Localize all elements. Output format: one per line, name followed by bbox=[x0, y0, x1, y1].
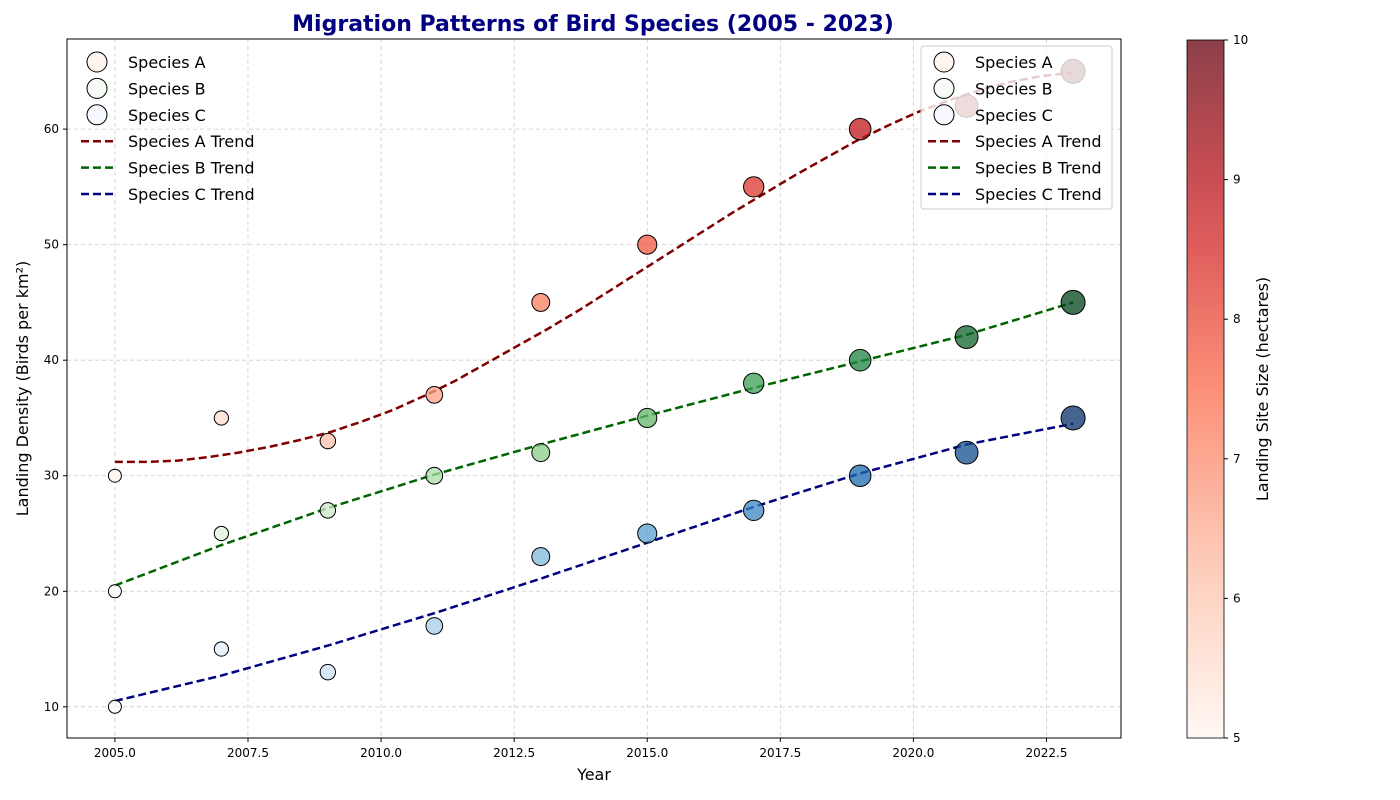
x-tick-label: 2022.5 bbox=[1025, 746, 1067, 760]
colorbar-gradient bbox=[1186, 39, 1225, 739]
x-tick-label: 2015.0 bbox=[626, 746, 668, 760]
y-tick-label: 10 bbox=[44, 700, 59, 714]
y-tick-label: 60 bbox=[44, 122, 59, 136]
data-point-species-b bbox=[1060, 289, 1086, 315]
colorbar: 5 6 7 8 9 10 Landing Site Size (hectares) bbox=[1186, 33, 1272, 745]
trend-lines bbox=[114, 71, 1074, 703]
legend-marker bbox=[933, 77, 955, 99]
colorbar-tick-label: 7 bbox=[1233, 452, 1241, 466]
trend-line-species-c bbox=[114, 422, 1074, 703]
y-axis-label: Landing Density (Birds per km²) bbox=[13, 261, 32, 516]
legend-label: Species A Trend bbox=[975, 132, 1101, 151]
y-axis-ticks: 10 20 30 40 50 60 bbox=[44, 122, 67, 714]
legend-label: Species A bbox=[128, 53, 206, 72]
data-point-species-c bbox=[531, 547, 551, 567]
colorbar-tick-label: 9 bbox=[1233, 173, 1241, 187]
y-tick-label: 40 bbox=[44, 353, 59, 367]
legend-label: Species B bbox=[975, 79, 1053, 98]
data-point-species-a bbox=[425, 386, 444, 404]
x-tick-label: 2020.0 bbox=[892, 746, 934, 760]
legend-marker bbox=[86, 77, 108, 99]
data-point-species-a bbox=[848, 117, 872, 141]
x-tick-label: 2005.0 bbox=[94, 746, 136, 760]
data-point-species-a bbox=[637, 234, 658, 255]
data-point-species-b bbox=[531, 443, 551, 463]
x-axis-label: Year bbox=[576, 765, 611, 784]
x-axis-ticks: 2005.0 2007.5 2010.0 2012.5 2015.0 2017.5 2020… bbox=[94, 738, 1067, 760]
data-point-species-a bbox=[319, 432, 337, 450]
y-tick-label: 50 bbox=[44, 238, 59, 252]
data-point-species-c bbox=[213, 641, 229, 657]
data-point-species-b bbox=[319, 502, 337, 519]
colorbar-tick-label: 10 bbox=[1233, 33, 1248, 47]
colorbar-tick-label: 8 bbox=[1233, 312, 1241, 326]
data-point-species-a bbox=[531, 292, 551, 312]
legend-label: Species C Trend bbox=[975, 185, 1102, 204]
legend-marker bbox=[933, 51, 955, 73]
legend-label: Species C bbox=[975, 106, 1053, 125]
legend-label: Species A Trend bbox=[128, 132, 254, 151]
data-point-species-c bbox=[425, 617, 444, 635]
data-point-species-c bbox=[319, 663, 337, 681]
colorbar-tick-label: 5 bbox=[1233, 731, 1241, 745]
legend-label: Species A bbox=[975, 53, 1053, 72]
chart-title: Migration Patterns of Bird Species (2005… bbox=[292, 12, 894, 37]
x-tick-label: 2007.5 bbox=[227, 746, 269, 760]
y-tick-label: 30 bbox=[44, 469, 59, 483]
legend-top-left: Species A Species B Species C Species A Tre… bbox=[81, 51, 255, 204]
data-point-species-b bbox=[425, 466, 444, 485]
x-tick-label: 2012.5 bbox=[493, 746, 535, 760]
legend-label: Species C bbox=[128, 106, 206, 125]
legend-label: Species B bbox=[128, 79, 206, 98]
data-point-species-c bbox=[637, 523, 658, 544]
data-point-species-b bbox=[848, 348, 872, 372]
x-tick-label: 2010.0 bbox=[360, 746, 402, 760]
data-point-species-c bbox=[848, 464, 872, 488]
data-point-species-a bbox=[107, 468, 122, 483]
data-point-species-c bbox=[743, 499, 765, 522]
legend-marker bbox=[86, 51, 108, 73]
data-point-species-b bbox=[954, 325, 979, 349]
trend-line-species-b bbox=[114, 301, 1074, 587]
colorbar-tick-label: 6 bbox=[1233, 591, 1241, 605]
legend-marker bbox=[933, 104, 955, 126]
legend-top-right: Species A Species B Species C Species A Tre… bbox=[920, 45, 1113, 210]
trend-line-species-a bbox=[114, 71, 1074, 464]
data-point-species-c bbox=[954, 440, 979, 465]
data-point-species-c bbox=[1060, 405, 1086, 431]
x-tick-label: 2017.5 bbox=[759, 746, 801, 760]
legend-label: Species C Trend bbox=[128, 185, 255, 204]
plot-frame bbox=[66, 38, 1122, 739]
legend-label: Species B Trend bbox=[128, 159, 255, 178]
colorbar-ticks: 5 6 7 8 9 10 bbox=[1224, 33, 1248, 745]
data-point-species-b bbox=[743, 372, 765, 394]
colorbar-label: Landing Site Size (hectares) bbox=[1253, 277, 1272, 501]
legend-marker bbox=[86, 104, 108, 126]
data-point-species-a bbox=[213, 410, 229, 426]
data-point-species-b bbox=[213, 525, 229, 542]
y-tick-label: 20 bbox=[44, 584, 59, 598]
legend-frame bbox=[920, 45, 1113, 210]
legend-label: Species B Trend bbox=[975, 159, 1102, 178]
data-point-species-a bbox=[743, 176, 765, 198]
data-point-species-b bbox=[107, 584, 122, 599]
data-point-species-b bbox=[637, 407, 658, 429]
data-point-species-c bbox=[107, 699, 122, 714]
